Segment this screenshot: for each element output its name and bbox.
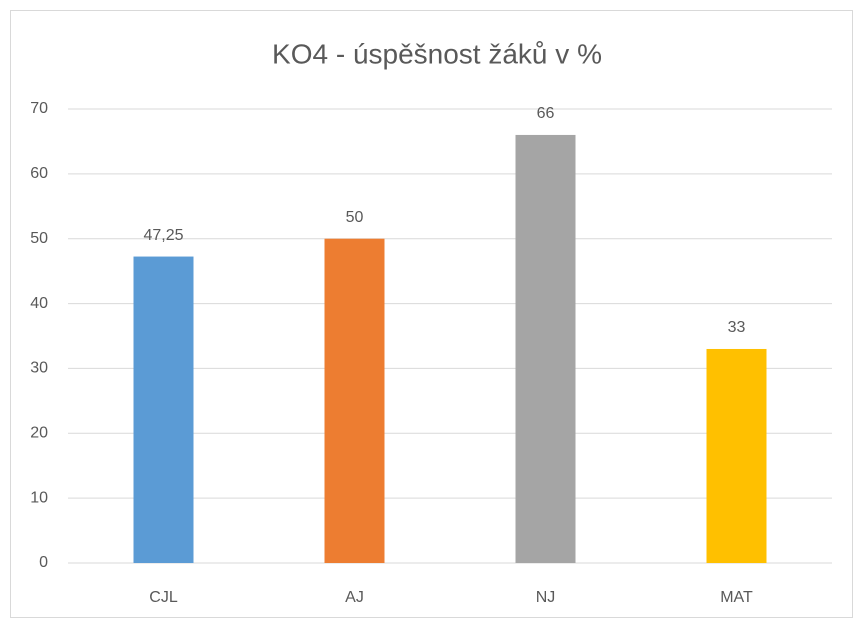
bar	[706, 348, 767, 563]
y-tick-label: 10	[30, 489, 48, 506]
data-label: 33	[728, 319, 746, 336]
x-tick-label: MAT	[720, 589, 753, 606]
x-tick-label: NJ	[536, 589, 556, 606]
data-label: 47,25	[143, 227, 183, 244]
bar	[133, 256, 194, 563]
y-tick-label: 20	[30, 425, 48, 442]
y-tick-label: 0	[39, 554, 48, 571]
x-tick-label: AJ	[345, 589, 364, 606]
y-tick-label: 70	[30, 100, 48, 117]
y-tick-label: 40	[30, 295, 48, 312]
x-tick-label: CJL	[149, 589, 178, 606]
y-tick-label: 60	[30, 165, 48, 182]
data-label: 50	[346, 209, 364, 226]
chart-title: KO4 - úspěšnost žáků v %	[272, 38, 602, 69]
y-tick-label: 50	[30, 230, 48, 247]
bar	[515, 134, 576, 563]
y-tick-label: 30	[30, 360, 48, 377]
data-label: 66	[537, 105, 555, 122]
bar	[324, 238, 385, 563]
